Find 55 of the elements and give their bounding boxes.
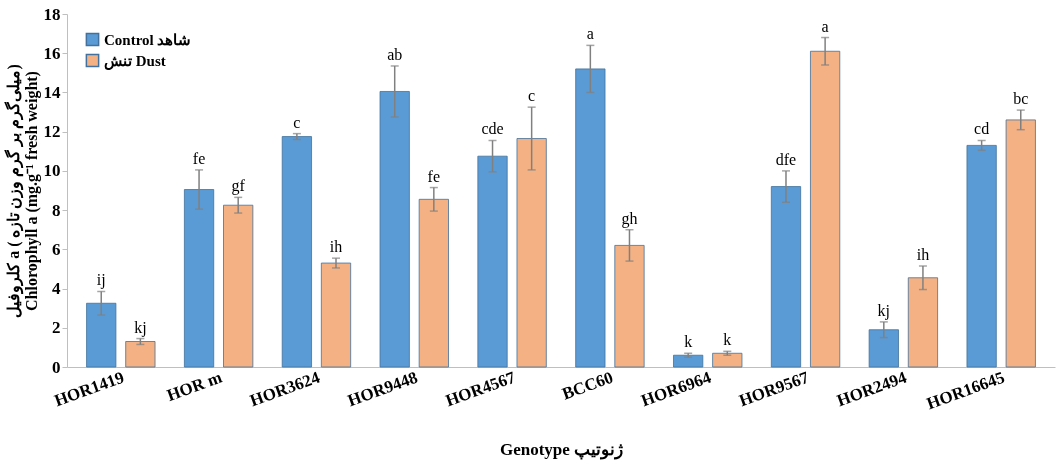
bar: [477, 155, 508, 368]
y-tick-label: 2: [52, 318, 61, 338]
x-tick-label: BCC60: [559, 367, 616, 404]
bar: [770, 186, 802, 368]
y-tick-label: 4: [52, 279, 61, 299]
legend-label: Control شاهد: [104, 31, 192, 48]
bar: [223, 204, 254, 368]
data-label: dfe: [775, 150, 797, 168]
bar: [320, 262, 352, 368]
bar: [183, 189, 215, 368]
data-label: kj: [134, 318, 147, 337]
legend-label: تنش Dust: [104, 52, 166, 70]
data-label: ij: [96, 271, 106, 290]
bar: [673, 354, 704, 368]
data-label: c: [293, 113, 301, 131]
bar: [810, 50, 841, 368]
bar: [516, 138, 547, 368]
data-label: cde: [481, 120, 504, 138]
data-label: cd: [974, 120, 990, 138]
bar: [86, 302, 117, 368]
bar: [1005, 119, 1036, 368]
data-label: ab: [387, 45, 403, 63]
bar: [125, 341, 156, 368]
y-tick-label: 6: [52, 239, 61, 259]
bar: [379, 91, 410, 368]
x-tick-label: HOR m: [164, 367, 225, 406]
y-tick-label: 10: [43, 161, 61, 181]
data-label: a: [821, 17, 829, 35]
data-label: c: [528, 87, 536, 105]
x-axis-title: Genotype ژنوتیپ: [499, 440, 624, 461]
bar: [418, 198, 449, 368]
data-label: gf: [231, 177, 246, 196]
data-label: kj: [877, 301, 891, 320]
y-tick-label: 0: [52, 357, 61, 377]
y-tick-label: 8: [52, 200, 61, 220]
data-label: a: [586, 25, 594, 43]
data-label: k: [684, 333, 693, 351]
data-label: bc: [1013, 90, 1029, 108]
data-label: ih: [329, 238, 343, 256]
data-label: ih: [916, 246, 930, 263]
y-tick-label: 12: [43, 122, 61, 142]
y-tick-label: 16: [43, 43, 61, 63]
data-label: k: [723, 331, 732, 349]
y-tick-label: 18: [43, 4, 61, 24]
bar: [966, 144, 997, 368]
data-label: fe: [192, 149, 206, 167]
bar: [614, 245, 645, 368]
bar: [281, 136, 312, 368]
bar: [907, 277, 939, 368]
bar: [712, 352, 743, 368]
y-tick-label: 14: [43, 82, 61, 102]
data-label: fe: [427, 167, 441, 185]
bar: [868, 329, 899, 368]
data-label: gh: [621, 209, 638, 228]
bar: [575, 68, 606, 368]
